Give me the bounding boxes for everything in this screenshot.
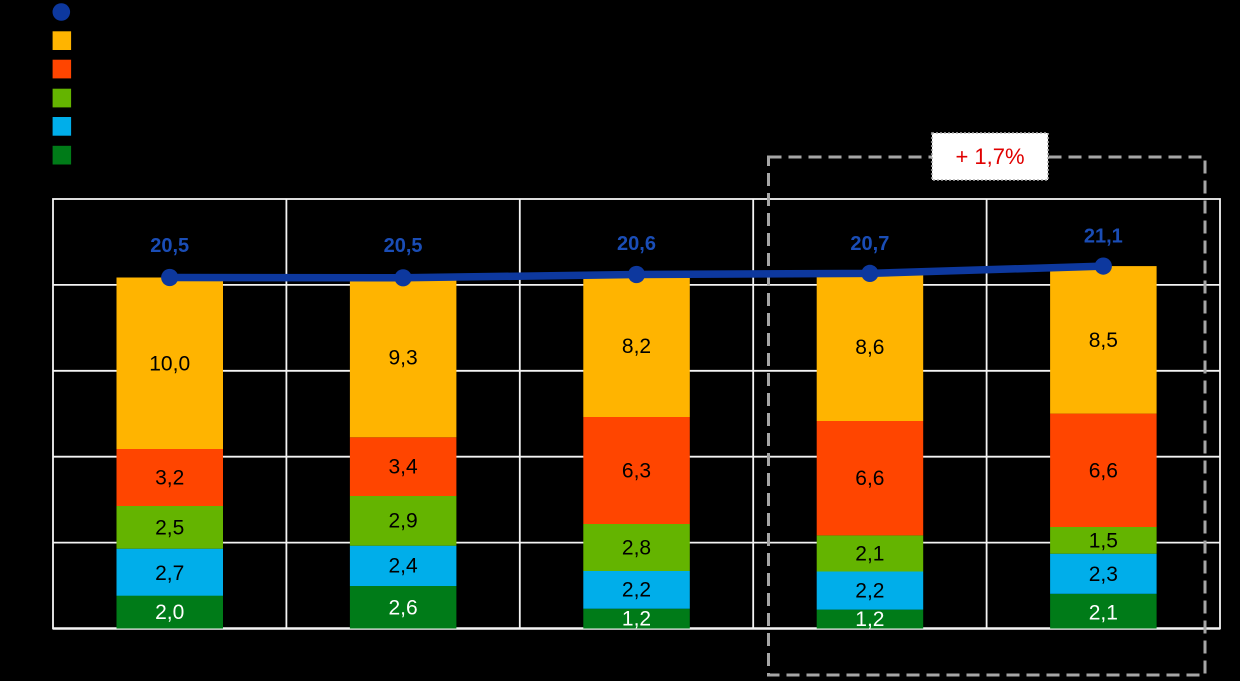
svg-text:2,5: 2,5 <box>155 517 184 540</box>
svg-text:9,3: 9,3 <box>388 347 417 370</box>
svg-text:2,4: 2,4 <box>388 555 418 578</box>
svg-text:2,2: 2,2 <box>855 580 884 603</box>
svg-text:1,5: 1,5 <box>1089 530 1118 553</box>
svg-text:2,6: 2,6 <box>388 596 417 619</box>
svg-text:1,2: 1,2 <box>855 608 884 631</box>
svg-text:20,5: 20,5 <box>150 235 189 257</box>
svg-text:8,5: 8,5 <box>1089 329 1118 352</box>
svg-text:2,3: 2,3 <box>1089 563 1118 586</box>
svg-text:2,7: 2,7 <box>155 562 184 585</box>
svg-text:2,0: 2,0 <box>155 601 184 624</box>
svg-text:6,3: 6,3 <box>622 460 651 483</box>
svg-text:20,6: 20,6 <box>617 233 656 255</box>
svg-text:6,6: 6,6 <box>1089 460 1118 483</box>
svg-text:8,2: 8,2 <box>622 335 651 358</box>
svg-text:21,1: 21,1 <box>1084 226 1123 248</box>
svg-text:6,6: 6,6 <box>855 467 884 490</box>
svg-text:2,2: 2,2 <box>622 579 651 602</box>
svg-text:3,4: 3,4 <box>388 456 418 479</box>
svg-text:2,1: 2,1 <box>855 543 884 566</box>
svg-text:2,1: 2,1 <box>1089 602 1118 625</box>
svg-text:3,2: 3,2 <box>155 467 184 490</box>
svg-text:1,2: 1,2 <box>622 608 651 631</box>
svg-text:8,6: 8,6 <box>855 336 884 359</box>
svg-text:2,8: 2,8 <box>622 537 651 560</box>
svg-text:+ 1,7%: + 1,7% <box>955 144 1024 169</box>
svg-text:10,0: 10,0 <box>149 353 190 376</box>
svg-text:20,5: 20,5 <box>384 235 423 257</box>
svg-text:2,9: 2,9 <box>388 510 417 533</box>
svg-text:20,7: 20,7 <box>850 233 889 255</box>
